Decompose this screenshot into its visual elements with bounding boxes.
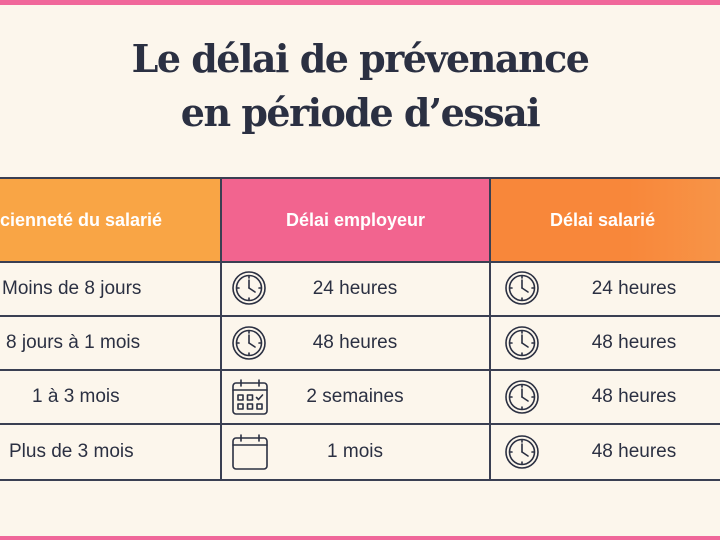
table-rule (0, 315, 720, 317)
header-employee-notice: Délai salarié (490, 178, 720, 262)
table-row-3-seniority: 1 à 3 mois (32, 386, 120, 407)
header-seniority: cienneté du salarié (0, 178, 221, 262)
table-row-1-employee-notice: 24 heures (591, 278, 677, 299)
top-accent-bar (0, 0, 720, 5)
table-row-3-employer-notice: 2 semaines (306, 386, 404, 407)
clock-icon (504, 434, 540, 470)
page-title: Le délai de prévenance en période d’essa… (0, 32, 720, 140)
table-rule (0, 177, 720, 179)
title-line-2: en période d’essai (180, 90, 541, 135)
table-rule (0, 479, 720, 481)
header-employer-notice: Délai employeur (221, 178, 490, 262)
table-row-3-employee-notice: 48 heures (591, 386, 677, 407)
calendar-month-icon (230, 432, 270, 472)
table-row-2-employer-notice: 48 heures (312, 332, 398, 353)
calendar-week-icon (230, 377, 270, 417)
table-rule (0, 369, 720, 371)
clock-icon (504, 379, 540, 415)
table-row-4-employee-notice: 48 heures (591, 441, 677, 462)
table-divider (489, 177, 491, 481)
table-row-4-seniority: Plus de 3 mois (9, 441, 134, 462)
table-rule (0, 423, 720, 425)
clock-icon (231, 325, 267, 361)
table-row-1-employer-notice: 24 heures (312, 278, 398, 299)
table-row-2-employee-notice: 48 heures (591, 332, 677, 353)
table-rule (0, 261, 720, 263)
clock-icon (231, 270, 267, 306)
table-row-1-seniority: Moins de 8 jours (2, 278, 142, 299)
table-row-2-seniority: 8 jours à 1 mois (6, 332, 141, 353)
clock-icon (504, 325, 540, 361)
table-row-4-employer-notice: 1 mois (327, 441, 383, 462)
bottom-accent-bar (0, 536, 720, 540)
table-divider (220, 177, 222, 481)
title-line-1: Le délai de prévenance (131, 36, 590, 81)
clock-icon (504, 270, 540, 306)
